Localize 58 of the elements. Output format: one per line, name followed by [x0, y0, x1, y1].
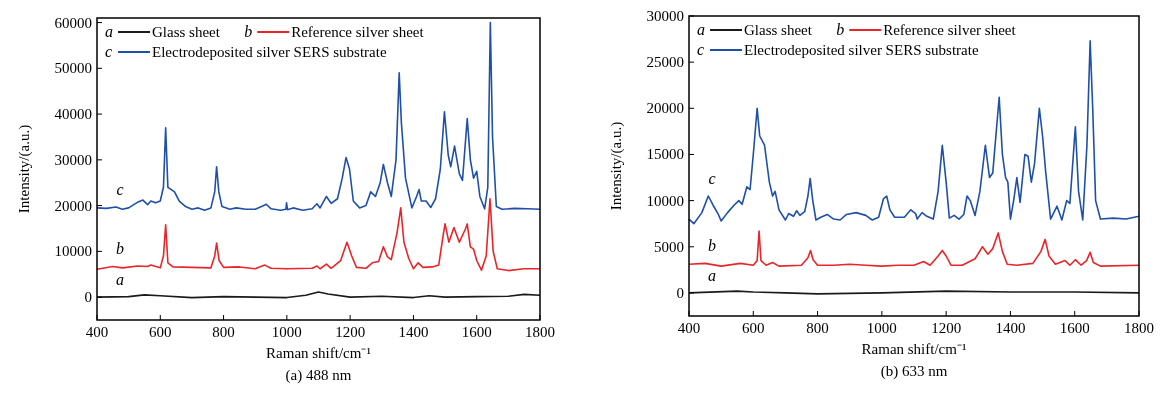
- text: a: [105, 23, 113, 40]
- y-tick-label: 30000: [646, 8, 684, 24]
- annotation: b: [708, 237, 716, 255]
- legend-label: Reference silver sheet: [883, 22, 1017, 38]
- text: b: [244, 23, 253, 40]
- x-tick-label: 1000: [866, 320, 897, 336]
- y-axis-title: Intensity/(a.u.): [608, 121, 625, 211]
- x-tick-label: 1600: [1059, 320, 1090, 336]
- text: c: [105, 43, 113, 60]
- text: (b) 633 nm: [880, 363, 948, 380]
- y-tick-label: 20000: [646, 100, 684, 117]
- y-tick-label: 0: [84, 289, 92, 306]
- legend-label: Glass sheet: [744, 22, 813, 38]
- y-tick-label: 5000: [654, 238, 684, 255]
- x-tick-label: 1400: [995, 320, 1026, 336]
- y-tick-label: 60000: [54, 14, 92, 31]
- x-tick-label: 800: [212, 324, 235, 340]
- y-axis-title: Intensity/(a.u.): [16, 124, 33, 214]
- y-tick-label: 10000: [54, 243, 92, 260]
- x-tick-label: 1400: [398, 324, 429, 340]
- x-tick-label: 400: [85, 324, 109, 340]
- annotation: b: [116, 240, 124, 258]
- x-tick-label: 1000: [271, 324, 302, 340]
- y-tick-label: 30000: [54, 151, 92, 168]
- y-tick-label: 15000: [646, 146, 684, 163]
- x-axis-title: Raman shift/cm⁻¹: [266, 345, 371, 361]
- line-series: [688, 230, 1140, 267]
- annotation: a: [116, 270, 124, 288]
- x-tick-label: 800: [806, 320, 829, 336]
- line-series: [96, 21, 541, 211]
- x-tick-label: 1800: [1124, 320, 1154, 336]
- text: (a) 488 nm: [285, 367, 352, 384]
- x-axis-title: Raman shift/cm⁻¹: [861, 341, 967, 357]
- x-tick-label: 600: [149, 324, 172, 340]
- line-series: [96, 197, 541, 272]
- y-tick-label: 25000: [646, 54, 684, 71]
- legend-label: Glass sheet: [152, 24, 221, 40]
- x-tick-label: 1800: [525, 324, 555, 340]
- y-tick-label: 20000: [54, 197, 92, 214]
- legend-label: Electrodeposited silver SERS substrate: [152, 44, 387, 60]
- line-series: [688, 40, 1140, 225]
- x-tick-label: 600: [742, 320, 765, 336]
- x-tick-label: 1200: [931, 320, 962, 336]
- y-tick-label: 10000: [646, 192, 684, 209]
- x-tick-label: 400: [677, 320, 701, 336]
- annotation: a: [708, 266, 716, 284]
- text: c: [697, 41, 705, 58]
- y-tick-label: 40000: [54, 106, 92, 123]
- x-tick-label: 1600: [461, 324, 492, 340]
- x-tick-label: 1200: [335, 324, 366, 340]
- y-tick-label: 0: [676, 284, 684, 301]
- annotation: c: [708, 170, 716, 187]
- text: a: [697, 21, 705, 38]
- text: b: [836, 21, 845, 38]
- legend-label: Reference silver sheet: [291, 24, 425, 40]
- annotation: c: [116, 180, 124, 198]
- legend-label: Electrodeposited silver SERS substrate: [744, 42, 979, 58]
- y-tick-label: 50000: [54, 60, 92, 77]
